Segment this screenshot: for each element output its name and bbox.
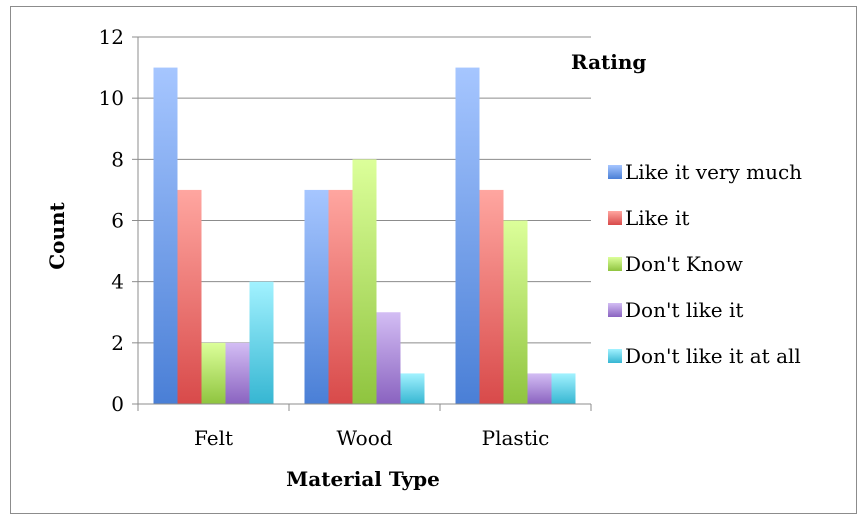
bar: [376, 312, 401, 404]
bar: [400, 373, 425, 404]
chart-frame: 0 2 4 6 8 10 12 Felt Wood Plastic Count Material…: [10, 6, 857, 514]
bars: [153, 67, 576, 405]
x-axis-ticks: Felt Wood Plastic: [137, 404, 592, 450]
bar: [479, 189, 504, 404]
bar: [328, 189, 353, 404]
legend-swatch: [608, 211, 622, 225]
legend-label: Don't like it: [625, 298, 743, 322]
legend-title: Rating: [571, 50, 646, 74]
legend-label: Don't like it at all: [625, 344, 801, 368]
legend: Like it very much Like it Don't Know Don't …: [608, 160, 802, 368]
legend-label: Like it very much: [625, 160, 802, 184]
y-tick-label: 2: [111, 331, 124, 355]
bar: [153, 67, 178, 405]
bar: [551, 373, 576, 404]
bar: [455, 67, 480, 405]
x-axis-title: Material Type: [286, 467, 440, 491]
y-tick-label: 6: [111, 209, 124, 233]
bar: [177, 189, 202, 404]
bar: [249, 281, 274, 404]
legend-swatch: [608, 257, 622, 271]
bar: [225, 342, 250, 404]
axes: [137, 37, 591, 405]
bar: [503, 220, 528, 404]
x-tick-label: Wood: [336, 426, 392, 450]
bar: [201, 342, 226, 404]
legend-swatch: [608, 303, 622, 317]
y-tick-label: 10: [99, 86, 124, 110]
bar: [352, 159, 377, 404]
bar-chart: 0 2 4 6 8 10 12 Felt Wood Plastic Count Material…: [45, 25, 802, 491]
y-tick-label: 12: [99, 25, 124, 49]
x-tick-label: Felt: [194, 426, 233, 450]
x-tick-label: Plastic: [482, 426, 550, 450]
y-tick-label: 8: [111, 147, 124, 171]
legend-label: Like it: [625, 206, 689, 230]
bar: [527, 373, 552, 404]
legend-swatch: [608, 165, 622, 179]
legend-swatch: [608, 349, 622, 363]
legend-label: Don't Know: [625, 252, 743, 276]
y-axis-ticks: 0 2 4 6 8 10 12: [99, 25, 138, 416]
y-tick-label: 0: [111, 392, 124, 416]
y-tick-label: 4: [111, 270, 124, 294]
bar: [304, 189, 329, 404]
y-axis-title: Count: [45, 201, 69, 269]
